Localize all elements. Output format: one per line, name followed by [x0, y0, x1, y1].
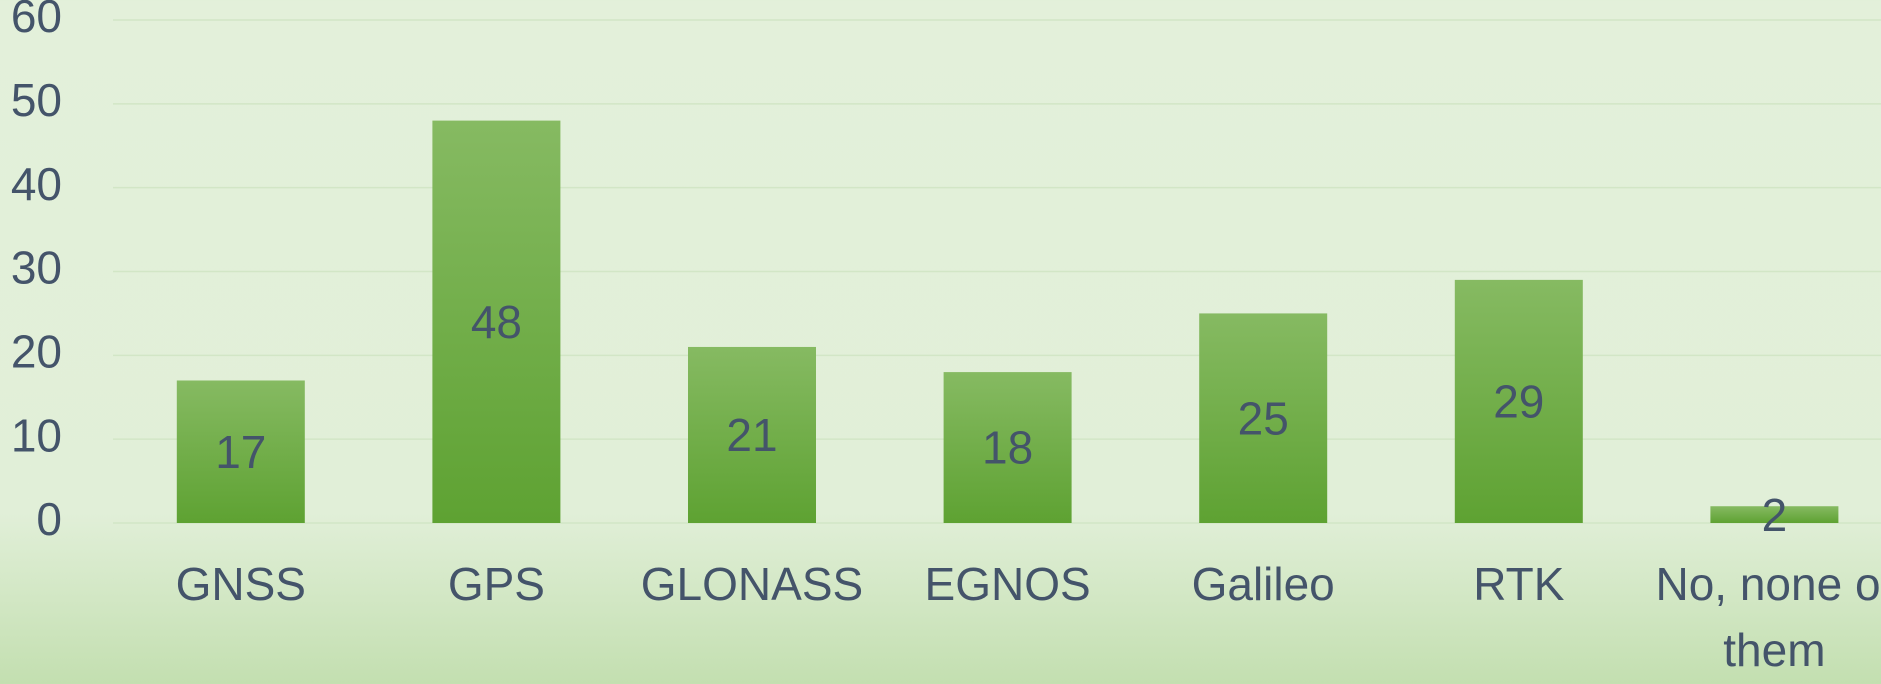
x-tick-label: EGNOS	[924, 558, 1091, 610]
x-tick-label: RTK	[1473, 558, 1565, 610]
y-tick-label: 60	[11, 0, 62, 42]
y-tick-label: 30	[11, 242, 62, 294]
bar	[1710, 506, 1839, 523]
data-label: 18	[982, 422, 1033, 474]
y-tick-label: 50	[11, 74, 62, 126]
bar	[943, 372, 1072, 523]
data-label: 21	[726, 409, 777, 461]
bar	[688, 346, 816, 523]
data-label: 29	[1493, 376, 1544, 428]
y-tick-label: 0	[36, 493, 62, 545]
bar	[432, 120, 561, 523]
bar	[176, 380, 305, 523]
data-label: 48	[471, 296, 522, 348]
bar	[1199, 313, 1328, 523]
y-tick-label: 20	[11, 325, 62, 377]
data-label: 25	[1238, 392, 1289, 444]
y-tick-label: 10	[11, 409, 62, 461]
x-tick-label: GNSS	[175, 558, 306, 610]
data-label: 17	[215, 426, 266, 478]
x-tick-label: GPS	[447, 558, 545, 610]
data-label: 2	[1762, 489, 1788, 541]
x-tick-label: Galileo	[1191, 558, 1335, 610]
x-tick-label: GLONASS	[640, 558, 864, 610]
y-tick-label: 40	[11, 158, 62, 210]
x-tick-label: No, none of them	[1655, 558, 1881, 676]
bar	[1454, 279, 1583, 523]
